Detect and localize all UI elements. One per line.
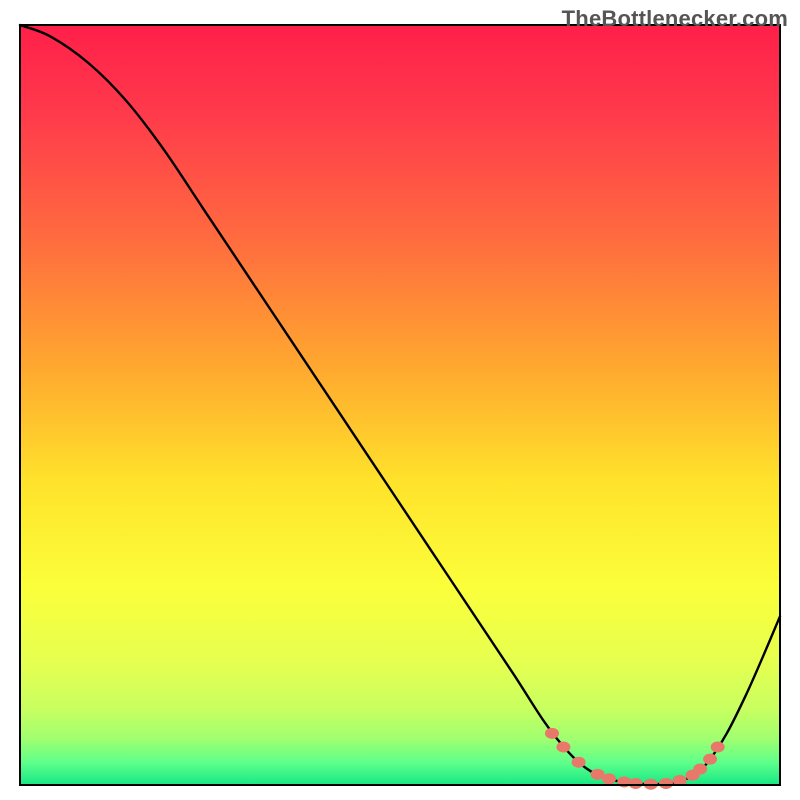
- curve-marker: [546, 728, 559, 738]
- curve-marker: [704, 754, 717, 764]
- gradient-background: [20, 25, 780, 785]
- bottleneck-chart: TheBottlenecker.com: [0, 0, 800, 800]
- curve-marker: [673, 775, 686, 785]
- curve-marker: [557, 742, 570, 752]
- watermark-text: TheBottlenecker.com: [562, 6, 788, 32]
- curve-marker: [711, 742, 724, 752]
- plot-svg: [0, 0, 800, 800]
- curve-marker: [572, 757, 585, 767]
- curve-marker: [603, 774, 616, 784]
- curve-marker: [694, 764, 707, 774]
- curve-marker: [660, 778, 673, 788]
- curve-marker: [629, 778, 642, 788]
